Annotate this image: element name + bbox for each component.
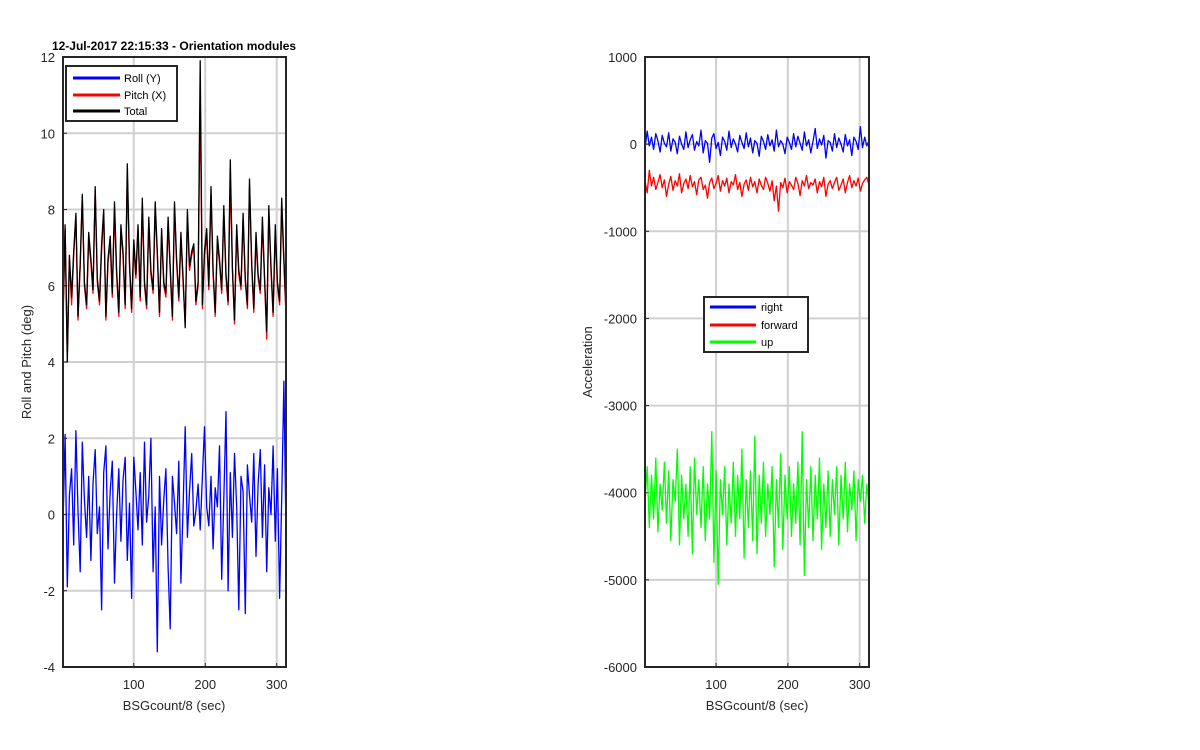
x-tick-labels: 100 200 300 — [705, 677, 870, 692]
legend-entry: forward — [710, 320, 798, 332]
x-axis-label: BSGcount/8 (sec) — [123, 698, 226, 713]
series-line-roll — [63, 380, 286, 653]
legend: Roll (Y) Pitch (X) Total — [65, 65, 178, 122]
y-tick-label: 0 — [630, 137, 637, 152]
data-clip — [63, 60, 286, 653]
legend-label: right — [761, 302, 782, 314]
x-tick-label: 300 — [849, 677, 871, 692]
y-axis-label: Roll and Pitch (deg) — [19, 305, 34, 419]
legend-label: Pitch (X) — [124, 90, 166, 102]
y-tick-label: 0 — [48, 508, 55, 523]
y-tick-label: -1000 — [604, 224, 637, 239]
y-axis-label: Acceleration — [580, 326, 595, 398]
y-tick-label: -2000 — [604, 311, 637, 326]
series-line-total — [63, 60, 286, 363]
series-line-forward — [645, 169, 869, 212]
series-line-right — [645, 126, 869, 164]
legend-entry: up — [710, 337, 773, 349]
x-tick-label: 200 — [777, 677, 799, 692]
legend-entry: right — [710, 302, 782, 314]
legend-entry: Roll (Y) — [73, 73, 161, 85]
legend-entry: Total — [73, 106, 147, 118]
acceleration-chart: 100 200 300 -6000 -5000 -4000 -3000 -2000 -1000… — [580, 50, 871, 713]
y-tick-label: 4 — [48, 355, 55, 370]
y-tick-label: 2 — [48, 431, 55, 446]
y-tick-label: 1000 — [608, 50, 637, 65]
y-tick-label: -4000 — [604, 486, 637, 501]
x-tick-label: 100 — [123, 677, 145, 692]
legend-label: forward — [761, 320, 798, 332]
x-tick-label: 300 — [266, 677, 288, 692]
y-tick-label: 10 — [41, 126, 55, 141]
data-clip — [645, 126, 869, 585]
series-line-up — [645, 431, 869, 585]
x-axis-label: BSGcount/8 (sec) — [706, 698, 809, 713]
y-tick-label: -6000 — [604, 660, 637, 675]
y-tick-label: -4 — [43, 660, 55, 675]
plot-frame — [644, 56, 870, 668]
y-tick-label: -2 — [43, 584, 55, 599]
y-tick-labels: -6000 -5000 -4000 -3000 -2000 -1000 0 1000 — [604, 50, 637, 675]
legend-label: up — [761, 337, 773, 349]
x-tick-label: 200 — [194, 677, 216, 692]
chart-title: 12-Jul-2017 22:15:33 - Orientation modul… — [52, 39, 296, 53]
plot-frame — [62, 56, 287, 668]
y-tick-label: 12 — [41, 50, 55, 65]
legend-label: Total — [124, 106, 147, 118]
plot-area-background — [645, 57, 869, 667]
y-tick-label: 6 — [48, 279, 55, 294]
legend-label: Roll (Y) — [124, 73, 161, 85]
grid-lines — [645, 56, 869, 668]
legend: right forward up — [703, 296, 809, 353]
y-tick-label: -5000 — [604, 573, 637, 588]
y-tick-labels: -4 -2 0 2 4 6 8 10 12 — [41, 50, 55, 675]
legend-entry: Pitch (X) — [73, 90, 166, 102]
y-tick-label: -3000 — [604, 399, 637, 414]
orientation-chart: 12-Jul-2017 22:15:33 - Orientation modul… — [19, 39, 296, 713]
x-tick-labels: 100 200 300 — [123, 677, 288, 692]
x-tick-label: 100 — [705, 677, 727, 692]
y-tick-label: 8 — [48, 203, 55, 218]
